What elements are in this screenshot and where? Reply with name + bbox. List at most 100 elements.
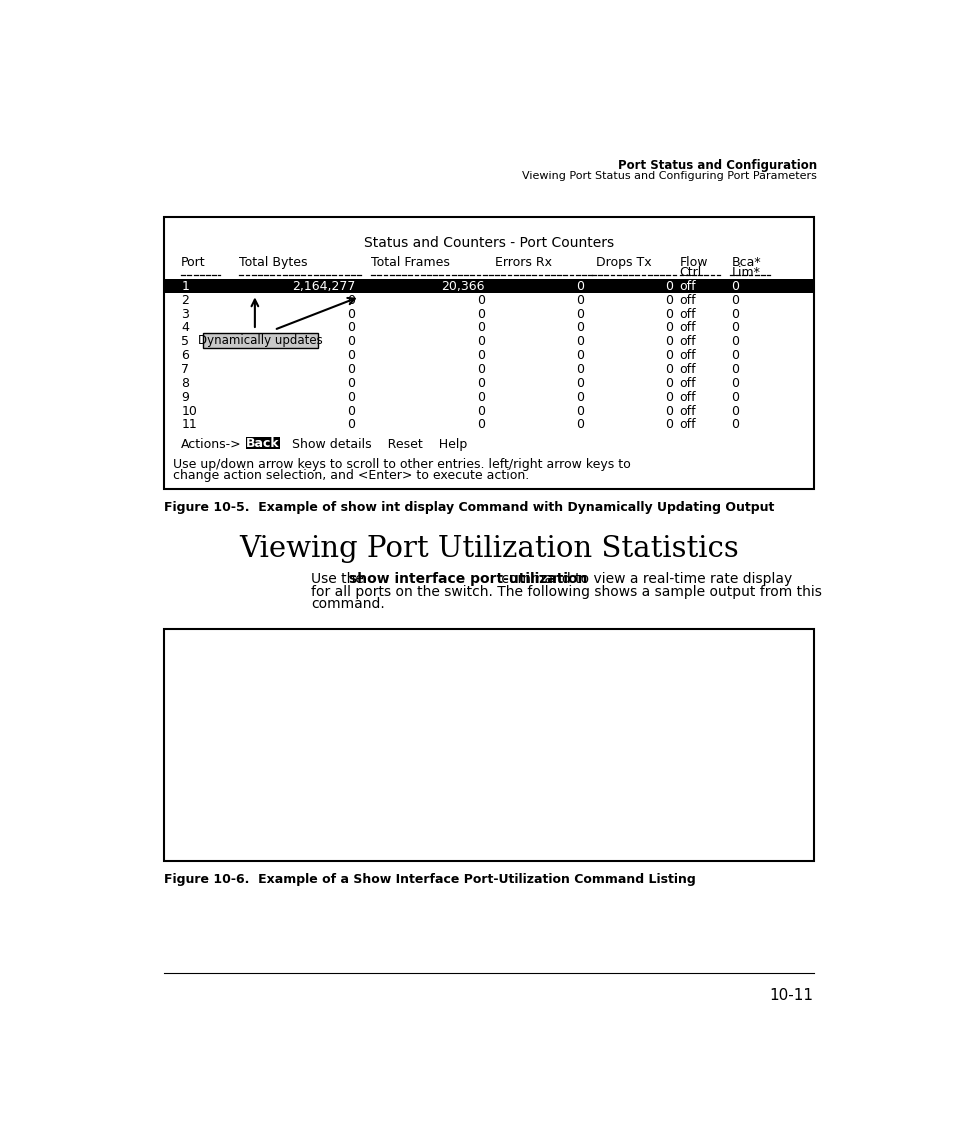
Text: off: off	[679, 349, 696, 362]
Text: command.: command.	[311, 597, 385, 611]
Text: 2,164,277: 2,164,277	[292, 279, 355, 293]
Text: 0: 0	[576, 363, 583, 376]
Text: 0: 0	[476, 322, 484, 334]
Text: Use up/down arrow keys to scroll to other entries. left/right arrow keys to: Use up/down arrow keys to scroll to othe…	[173, 458, 631, 471]
Bar	[165, 279, 812, 293]
Text: 0: 0	[664, 404, 673, 418]
Text: 0: 0	[476, 404, 484, 418]
Text: Port Status and Configuration: Port Status and Configuration	[617, 159, 816, 172]
Text: 8: 8	[181, 377, 189, 389]
Text: Errors Rx: Errors Rx	[495, 256, 552, 269]
Text: 10-11: 10-11	[769, 988, 813, 1003]
Text: 0: 0	[476, 377, 484, 389]
Text: 0: 0	[664, 418, 673, 432]
Text: Show details    Reset    Help: Show details Reset Help	[283, 437, 466, 451]
Text: 1: 1	[181, 279, 189, 293]
Text: Status and Counters - Port Counters: Status and Counters - Port Counters	[363, 236, 614, 250]
Text: Back: Back	[246, 436, 279, 450]
Text: 9: 9	[181, 390, 189, 404]
Text: 0: 0	[347, 294, 355, 307]
Text: 5: 5	[181, 335, 189, 348]
Bar	[203, 333, 317, 348]
Text: 0: 0	[731, 294, 739, 307]
Text: off: off	[679, 308, 696, 321]
Text: off: off	[679, 279, 696, 293]
Text: 0: 0	[476, 349, 484, 362]
Text: 0: 0	[664, 377, 673, 389]
Text: 0: 0	[731, 404, 739, 418]
Text: off: off	[679, 294, 696, 307]
Text: 0: 0	[347, 308, 355, 321]
Text: Figure 10-6.  Example of a Show Interface Port-Utilization Command Listing: Figure 10-6. Example of a Show Interface…	[164, 872, 696, 886]
Text: off: off	[679, 322, 696, 334]
Text: Total Bytes: Total Bytes	[239, 256, 308, 269]
Text: off: off	[679, 377, 696, 389]
Text: Figure 10-5.  Example of show int display Command with Dynamically Updating Outp: Figure 10-5. Example of show int display…	[164, 500, 774, 514]
Text: 0: 0	[664, 308, 673, 321]
Text: 0: 0	[576, 390, 583, 404]
Text: Actions->: Actions->	[181, 437, 242, 451]
Text: 0: 0	[576, 349, 583, 362]
Text: 0: 0	[476, 335, 484, 348]
Text: Bca*: Bca*	[731, 256, 760, 269]
Text: 3: 3	[181, 308, 189, 321]
Text: 0: 0	[476, 390, 484, 404]
Text: show interface port-utilization: show interface port-utilization	[348, 572, 586, 586]
Text: 2: 2	[181, 294, 189, 307]
Text: off: off	[679, 363, 696, 376]
Bar	[245, 437, 279, 449]
Text: 6: 6	[181, 349, 189, 362]
Text: Flow: Flow	[679, 256, 707, 269]
Text: 0: 0	[731, 377, 739, 389]
Text: 20,366: 20,366	[441, 279, 484, 293]
Text: 0: 0	[731, 322, 739, 334]
Text: Viewing Port Utilization Statistics: Viewing Port Utilization Statistics	[239, 536, 738, 563]
Text: Drops Tx: Drops Tx	[596, 256, 651, 269]
Text: 0: 0	[476, 294, 484, 307]
Text: command to view a real-time rate display: command to view a real-time rate display	[497, 572, 792, 586]
Text: 0: 0	[476, 363, 484, 376]
Text: 0: 0	[731, 335, 739, 348]
Text: 0: 0	[576, 294, 583, 307]
Text: 0: 0	[347, 418, 355, 432]
Bar	[164, 218, 813, 489]
Text: 0: 0	[347, 390, 355, 404]
Text: 0: 0	[347, 335, 355, 348]
Text: 4: 4	[181, 322, 189, 334]
Text: 0: 0	[664, 322, 673, 334]
Text: off: off	[679, 335, 696, 348]
Text: 0: 0	[576, 279, 583, 293]
Text: 0: 0	[347, 322, 355, 334]
Text: 0: 0	[664, 335, 673, 348]
Text: 11: 11	[181, 418, 196, 432]
Text: 0: 0	[347, 404, 355, 418]
Text: 0: 0	[664, 363, 673, 376]
Text: 0: 0	[731, 349, 739, 362]
Text: 0: 0	[576, 335, 583, 348]
Text: 0: 0	[576, 377, 583, 389]
Text: 0: 0	[476, 308, 484, 321]
Text: 0: 0	[664, 279, 673, 293]
Text: 0: 0	[664, 294, 673, 307]
Text: 0: 0	[731, 390, 739, 404]
Text: 0: 0	[664, 349, 673, 362]
Text: 0: 0	[731, 363, 739, 376]
Text: 10: 10	[181, 404, 197, 418]
Text: Viewing Port Status and Configuring Port Parameters: Viewing Port Status and Configuring Port…	[521, 172, 816, 181]
Text: for all ports on the switch. The following shows a sample output from this: for all ports on the switch. The followi…	[311, 585, 821, 599]
Bar	[164, 629, 813, 861]
Text: 0: 0	[476, 418, 484, 432]
Text: Ctrl: Ctrl	[679, 266, 701, 279]
Text: 0: 0	[731, 308, 739, 321]
Text: 0: 0	[347, 363, 355, 376]
Text: 0: 0	[731, 279, 739, 293]
Text: 0: 0	[576, 308, 583, 321]
Text: Lim*: Lim*	[731, 266, 760, 279]
Text: off: off	[679, 418, 696, 432]
Text: Total Frames: Total Frames	[371, 256, 450, 269]
Text: 0: 0	[576, 322, 583, 334]
Text: 0: 0	[664, 390, 673, 404]
Text: 0: 0	[576, 418, 583, 432]
Text: Dynamically updates: Dynamically updates	[197, 334, 322, 347]
Text: 0: 0	[347, 377, 355, 389]
